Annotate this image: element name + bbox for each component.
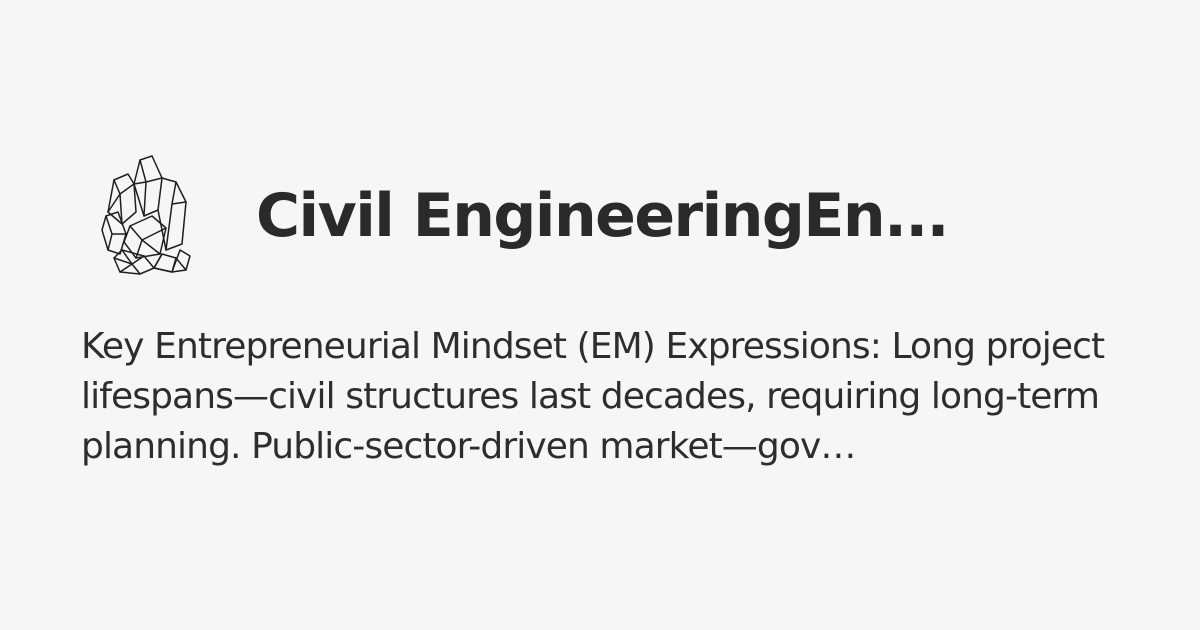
description-text: Key Entrepreneurial Mindset (EM) Express… — [81, 326, 1105, 467]
page-title: Civil EngineeringEn... — [256, 181, 949, 251]
crystal-cluster-icon — [100, 154, 192, 276]
